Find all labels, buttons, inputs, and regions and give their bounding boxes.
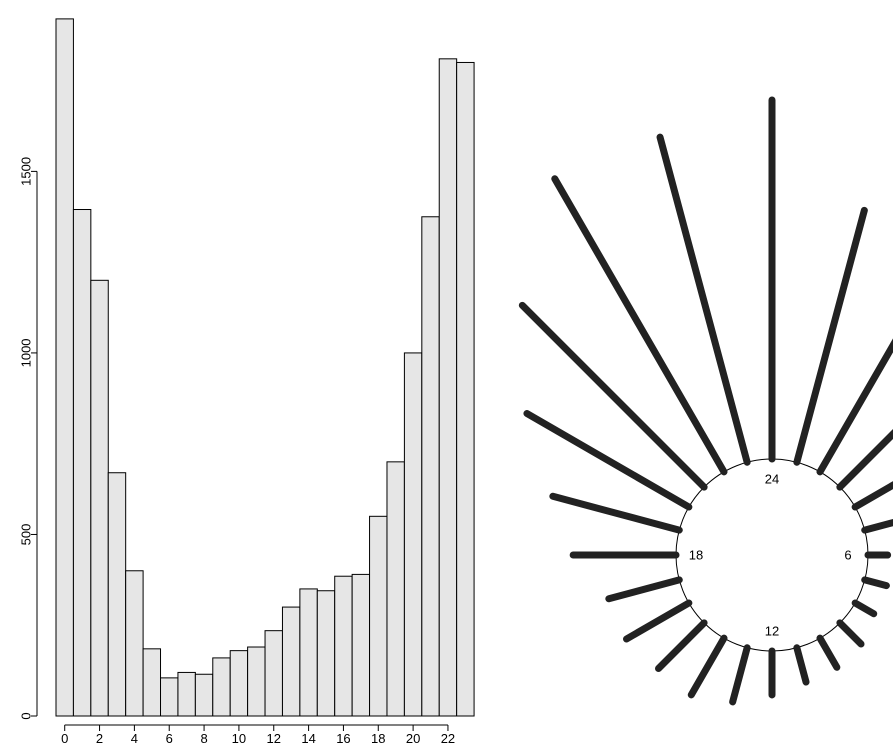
x-tick-label: 6 [166,731,173,745]
histogram-bar [403,352,423,717]
x-tick-label: 20 [406,731,420,745]
hour-spoke [729,644,751,706]
hour-spoke [816,634,841,671]
hour-spoke [793,206,868,466]
histogram-bar [229,650,249,717]
histogram-bar [160,677,179,717]
histogram-bar [142,648,162,717]
x-tick-label: 12 [267,731,281,745]
histogram-bar [316,590,336,717]
histogram-bar [194,673,214,717]
hour-spoke [623,599,693,643]
histogram-bar [281,606,301,717]
hour-label: 12 [765,624,779,639]
hour-spoke [851,481,893,511]
hour-spoke [816,338,893,476]
hour-spoke [518,301,708,491]
hour-spoke [851,599,878,618]
y-tick-label: 1000 [19,338,34,367]
histogram-bar [125,570,144,717]
hour-spoke [861,518,893,534]
histogram-bar [264,630,283,717]
hour-spoke [549,492,683,534]
histogram-bar [90,279,109,717]
histogram-bar [55,18,74,717]
y-tick-label: 0 [19,712,34,719]
hour-label: 24 [765,472,779,487]
x-tick-label: 22 [441,731,455,745]
histogram-bar [177,671,196,717]
x-tick-label: 18 [371,731,385,745]
histogram-bar [107,472,127,717]
circular-hour-plot: 24 6 12 18 [518,96,893,706]
hour-spoke [605,576,683,603]
x-tick-label: 8 [200,731,207,745]
hour-spoke [836,429,893,491]
histogram-bar [386,461,405,717]
hour-spoke [551,175,728,476]
histogram-bar [438,58,458,717]
histogram-bar [369,515,388,717]
x-tick-label: 14 [301,731,315,745]
histogram-bar [456,61,475,717]
x-tick-label: 4 [131,731,138,745]
hour-spoke [656,133,751,466]
hour-spoke [793,644,810,686]
histogram-bar [72,209,92,717]
x-tick-label: 0 [61,731,68,745]
histogram-bar [299,588,318,717]
hour-spoke [836,619,865,648]
x-tick-label: 16 [336,731,350,745]
histogram-bar [334,575,353,717]
x-tick-label: 10 [232,731,246,745]
hour-spoke [687,634,728,699]
hour-label: 18 [689,548,703,563]
hour-spoke [861,576,890,590]
histogram-bar [247,646,266,717]
y-tick-label: 1500 [19,157,34,186]
histogram-bar [421,216,440,717]
hour-spoke [523,410,693,511]
x-tick-label: 2 [96,731,103,745]
hour-spoke [655,619,708,672]
hourly-histogram: 0 500 1000 1500 0 2 4 6 8 10 12 14 16 18 20 22 [19,18,475,745]
histogram-bar [351,573,371,717]
y-tick-label: 500 [19,524,34,546]
hour-label: 6 [844,548,851,563]
histogram-bar [212,657,231,717]
